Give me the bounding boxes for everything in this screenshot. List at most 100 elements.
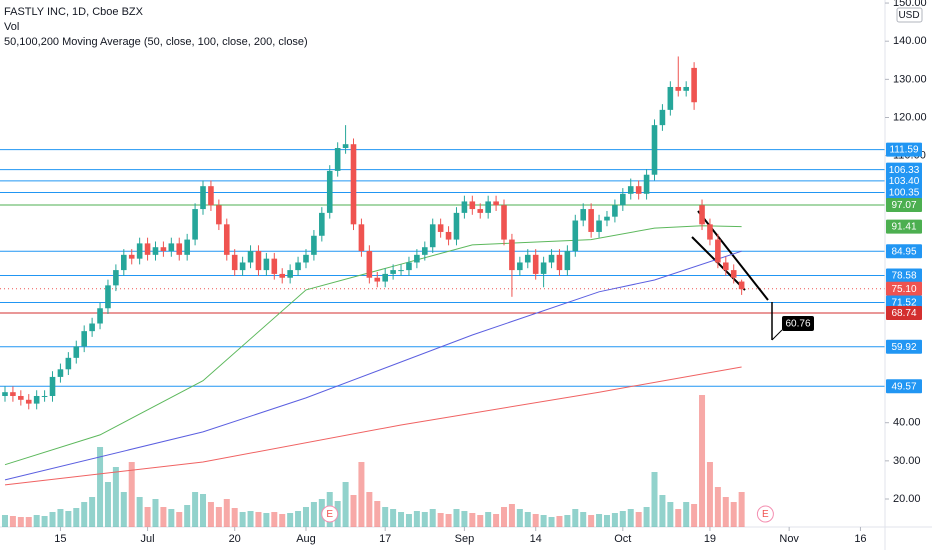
volume-bar [302,507,309,527]
volume-bar [81,502,88,527]
candle-body [517,262,523,271]
volume-bar [382,507,389,527]
volume-bar [572,509,579,527]
volume-bar [89,497,96,527]
candle-body [231,254,238,271]
candle-body [97,308,103,324]
volume-bar [1,515,8,527]
candle-body [374,277,381,282]
candle-body [128,254,135,259]
candle-body [461,201,468,213]
candle-body [41,395,48,397]
candle-body [73,346,80,358]
volume-bar [691,504,698,527]
volume-bar [57,509,64,527]
candle-body [651,125,658,175]
annotation: 60.76 [785,319,810,330]
volume-bar [342,482,349,527]
level-label-box [886,173,922,188]
candle-body [319,212,325,236]
volume-bar [596,514,603,527]
candle-body [350,144,357,225]
candle-body [643,174,650,194]
candle-body [406,262,412,271]
candle-body [683,86,689,91]
candle-body [398,270,404,272]
volume-bar [192,492,199,527]
measure-line [771,329,783,341]
candle-body [604,216,610,221]
level-label-box [886,162,922,177]
level-label: 100.35 [889,188,920,199]
volume-bar [477,515,484,527]
candle-body [152,247,159,255]
volume-bar [97,447,104,527]
level-label-box [886,185,922,200]
volume-bar [350,495,357,527]
candle-body [2,392,8,396]
volume-bar [215,507,222,527]
level-label-box [886,219,922,234]
volume-bar [627,509,634,527]
candle-body [485,201,491,213]
indicator-label: 50,100,200 Moving Average (50, close, 10… [4,36,308,48]
currency: USD [898,10,919,21]
candle-body [263,258,270,271]
candle-body [136,243,143,259]
earnings-label: E [762,509,769,520]
volume-bar [295,511,302,527]
candle-body [477,209,484,213]
candle-body [176,243,183,255]
volume-bar [279,514,286,527]
currency-box [896,7,923,23]
level-label: 106.33 [889,165,920,176]
x-tick-label: 15 [54,533,66,545]
y-tick-label: 30.00 [893,455,921,467]
x-tick-label: 19 [704,533,716,545]
volume-bar [493,514,500,527]
level-label: 68.74 [891,308,916,319]
x-tick-label: 16 [854,533,866,545]
volume-bar [738,492,745,527]
volume-bar [25,517,32,527]
volume-bar [508,504,515,527]
volume-bar [207,502,214,527]
level-label: 84.95 [891,246,916,257]
volume-bar [104,482,111,527]
candle-body [279,273,286,278]
x-tick-label: Sep [455,533,475,545]
candle-body [200,186,206,210]
volume-bar [603,515,610,527]
volume-bar [310,502,317,527]
volume-bar [461,511,468,527]
volume-bar [398,512,405,527]
level-label: 103.40 [889,176,920,187]
candle-body [580,209,587,221]
candle-body [33,395,40,404]
candle-body [121,254,127,271]
candle-body [548,254,555,263]
volume-bar [722,497,729,527]
candle-body [612,205,618,217]
candle-body [564,251,571,271]
candle-body [295,262,301,271]
candle-body [18,395,24,400]
candle-body [532,254,539,274]
volume-bar [17,517,24,527]
volume-bar [683,502,690,527]
candle-body [208,186,214,206]
annotation-box [782,316,814,331]
volume-bar [374,501,381,527]
candle-body [144,243,151,255]
x-tick-label: 14 [530,533,542,545]
candle-body [184,239,190,255]
candle-body [113,270,119,286]
candle-body [65,357,72,370]
candle-body [192,209,198,240]
level-label-box [886,295,922,310]
volume-bar [548,517,555,527]
volume-bar [730,502,737,527]
volume-bar [263,513,270,527]
